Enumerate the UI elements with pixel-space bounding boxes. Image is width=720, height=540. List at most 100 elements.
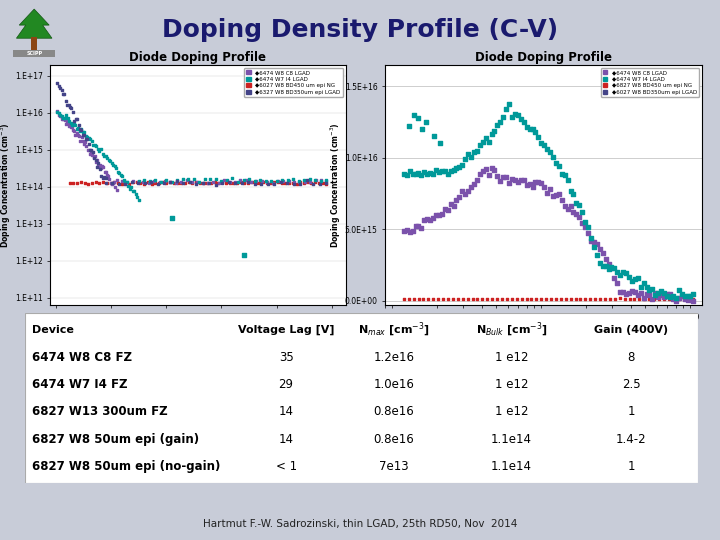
Point [600,255,611,264]
Point [90,178,102,187]
Point [506,113,518,122]
Point [224,179,235,187]
Point [448,165,459,174]
Point [72,131,84,139]
Point [150,179,161,188]
Point [676,290,688,299]
Point [164,178,176,187]
Point [287,179,299,187]
Point [243,175,255,184]
Point [655,287,667,295]
Legend: ◆6474 W8 C8 LGAD, ◆6474 W7 I4 LGAD, ◆6027 W8 BD450 um epi NG, ◆6327 W8 BD350um e: ◆6474 W8 C8 LGAD, ◆6474 W7 I4 LGAD, ◆602… [244,68,343,97]
Point [313,179,325,187]
Point [59,116,71,125]
Point [550,159,562,168]
Text: 6827 W8 50um epi (gain): 6827 W8 50um epi (gain) [32,433,199,446]
Text: 6474 W8 C8 FZ: 6474 W8 C8 FZ [32,350,132,363]
Point [191,179,202,188]
Point [84,134,95,143]
Point [452,294,464,303]
Text: Hartmut F.-W. Sadrozinski, thin LGAD, 25th RD50, Nov  2014: Hartmut F.-W. Sadrozinski, thin LGAD, 25… [203,519,517,529]
Point [95,145,107,153]
Point [120,178,131,187]
Point [634,294,645,303]
Point [224,178,235,186]
Point [560,294,572,303]
Point [418,168,430,177]
Point [398,294,410,303]
Point [582,222,594,231]
Point [527,125,539,133]
Point [117,172,128,180]
Point [110,164,122,173]
Point [181,176,192,184]
Point [102,154,113,163]
Point [89,152,101,160]
Point [503,100,515,109]
Point [574,213,585,221]
Point [526,294,537,303]
X-axis label: Depth (um): Depth (um) [166,327,230,338]
Point [492,120,503,129]
Point [512,111,523,119]
Point [277,177,289,185]
Point [249,177,261,185]
Point [93,161,104,170]
Point [530,177,541,186]
Point [152,180,163,188]
Point [298,178,310,187]
Point [80,132,91,140]
Point [262,179,274,188]
Point [190,178,202,187]
Point [413,294,424,303]
Point [55,84,66,93]
Point [673,294,685,303]
Point [498,172,509,181]
Text: 35: 35 [279,350,294,363]
Point [667,294,679,303]
Point [608,274,620,282]
Point [547,192,559,200]
Point [86,145,97,154]
Point [235,178,246,187]
Point [78,127,90,136]
Point [562,176,573,185]
Point [511,294,523,303]
Point [404,167,415,176]
Point [456,186,468,195]
Point [77,128,89,137]
Point [639,294,650,303]
Point [184,177,196,186]
Point [112,179,124,187]
Point [52,78,63,87]
Point [107,160,119,169]
Point [468,147,480,156]
Point [68,178,79,187]
Point [407,170,418,178]
Title: Diode Doping Profile: Diode Doping Profile [475,51,612,64]
Point [56,114,68,123]
Point [624,288,635,297]
Point [202,178,214,187]
Point [611,268,623,276]
Point [541,294,552,303]
Point [61,117,73,126]
Point [55,86,67,94]
Point [603,265,614,273]
Point [644,291,655,299]
Point [261,178,273,187]
Point [67,120,78,129]
Point [614,271,626,280]
Text: 6827 W8 50um epi (no-gain): 6827 W8 50um epi (no-gain) [32,460,220,474]
Point [433,294,444,303]
Point [109,183,121,191]
Point [539,183,550,191]
Point [609,294,621,303]
Point [474,170,485,178]
Point [294,179,306,188]
Point [194,177,205,186]
Point [626,276,638,285]
Point [282,179,293,187]
Point [133,176,145,185]
Point [238,176,249,184]
